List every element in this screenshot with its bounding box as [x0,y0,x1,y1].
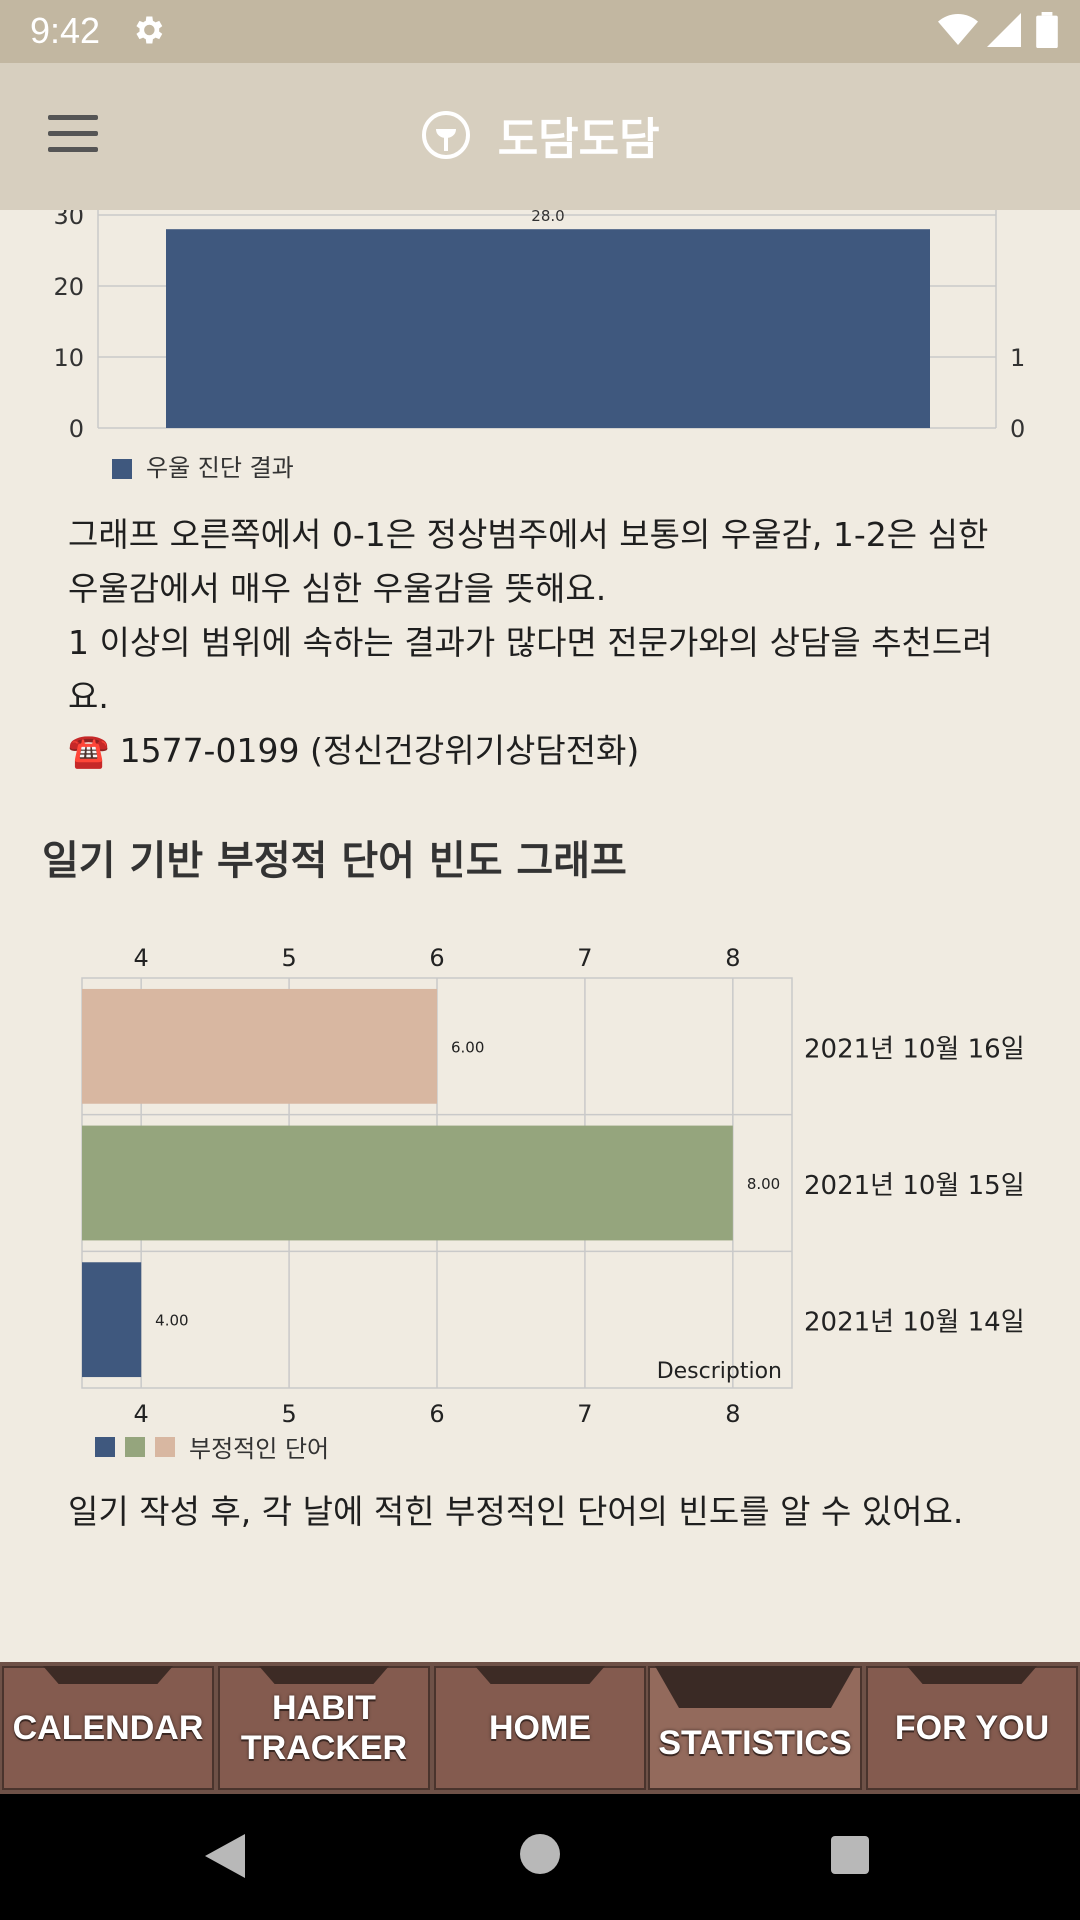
status-time: 9:42 [30,10,101,51]
settings-icon [136,16,163,44]
depression-description: 그래프 오른쪽에서 0-1은 정상범주에서 보통의 우울감, 1-2은 심한 우… [68,508,1028,778]
y2-tick-label: 0 [1010,415,1025,440]
description-line: 그래프 오른쪽에서 0-1은 정상범주에서 보통의 우울감, 1-2은 심한 우… [68,515,989,608]
x-tick-label-bottom: 6 [429,1400,444,1426]
negative-word-legend: 부정적인 단어 [95,1429,329,1464]
bar-value-label: 6.00 [451,1038,484,1056]
tab-label: CALENDAR [12,1709,204,1747]
back-icon[interactable] [205,1834,245,1878]
category-label: 2021년 10월 15일 [804,1171,1025,1201]
x-tick-label-top: 7 [577,944,592,972]
bar [82,988,437,1104]
section-title: 일기 기반 부정적 단어 빈도 그래프 [42,838,627,884]
statistics-content[interactable]: 0 10 20 30 0 1 28.0 우울 진단 결과 그래프 오른쪽에서 0-1은 정상… [0,210,1080,1662]
tab-statistics[interactable]: STATISTICS [648,1666,862,1790]
legend-swatch [125,1436,145,1457]
battery-icon [1036,12,1058,49]
bar-value-label: 4.00 [155,1312,188,1330]
y-tick-label: 30 [53,210,84,230]
bar-value-label: 8.00 [747,1175,780,1193]
tab-label: HABIT TRACKER [240,1689,408,1767]
brand-logo-icon [422,111,471,159]
x-tick-label-bottom: 4 [134,1400,149,1426]
x-tick-label-top: 4 [134,944,149,972]
signal-icon [986,13,1021,47]
wifi-icon [937,14,978,45]
negative-word-description: 일기 작성 후, 각 날에 적힌 부정적인 단어의 빈도를 알 수 있어요. [68,1492,964,1531]
bar [82,1262,142,1378]
tab-label: STATISTICS [658,1724,852,1762]
app-brand: 도담도담 [0,103,1080,167]
legend-swatch [112,459,132,479]
depression-legend: 우울 진단 결과 [112,448,294,483]
tab-for-you[interactable]: FOR YOU [866,1666,1078,1790]
y-tick-label: 20 [53,273,84,301]
x-tick-label-top: 8 [725,944,740,972]
tab-label: FOR YOU [894,1709,1050,1747]
x-tick-label-top: 6 [429,944,444,972]
hamburger-menu-icon[interactable] [48,115,98,155]
category-label: 2021년 10월 14일 [804,1308,1025,1338]
tab-habit-tracker[interactable]: HABIT TRACKER [218,1666,430,1790]
legend-label: 우울 진단 결과 [146,454,294,482]
status-bar: 9:42 [0,0,1080,63]
system-nav-bar [0,1794,1080,1920]
y-tick-label: 0 [69,415,84,440]
legend-swatch [95,1436,115,1457]
legend-swatch [155,1436,175,1457]
hotline-text[interactable]: ☎️ 1577-0199 (정신건강위기상담전화) [68,731,640,770]
negative-word-chart: 4 4 5 5 6 6 7 7 8 8 6.00 2021년 10월 16일 8.00 2021년 10월… [81,944,1025,1426]
description-line: 1 이상의 범위에 속하는 결과가 많다면 전문가와의 상담을 추천드려요. [68,623,993,716]
bar [82,1125,733,1241]
y2-tick-label: 1 [1010,344,1025,372]
home-icon[interactable] [520,1834,560,1874]
x-tick-label-bottom: 8 [725,1400,740,1426]
category-label: 2021년 10월 16일 [804,1034,1025,1064]
bottom-tab-bar: CALENDAR HABIT TRACKER HOME STATISTICS F… [0,1662,1080,1794]
tab-home[interactable]: HOME [434,1666,646,1790]
y-tick-label: 10 [53,344,84,372]
x-tick-label-top: 5 [281,944,296,972]
tab-label: HOME [489,1709,591,1747]
depression-chart: 0 10 20 30 0 1 28.0 [53,210,1025,440]
recent-apps-icon[interactable] [831,1836,869,1874]
x-tick-label-bottom: 5 [281,1400,296,1426]
x-tick-label-bottom: 7 [577,1400,592,1426]
bar-value-label: 28.0 [531,210,564,225]
bar [166,229,930,428]
tab-calendar[interactable]: CALENDAR [2,1666,214,1790]
app-bar: 도담도담 [0,63,1080,210]
legend-label: 부정적인 단어 [189,1435,330,1463]
chart-description: Description [657,1359,782,1384]
app-title: 도담도담 [497,114,660,165]
